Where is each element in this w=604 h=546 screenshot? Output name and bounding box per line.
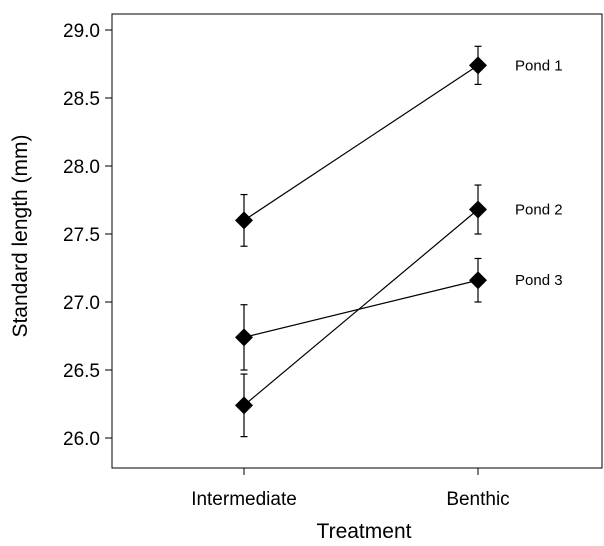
y-tick-label: 28.0 [63, 157, 100, 178]
series-line [243, 209, 479, 406]
diamond-marker [469, 200, 487, 219]
x-tick-label: Intermediate [191, 489, 297, 510]
y-tick-label: 26.5 [63, 361, 100, 382]
x-tick-label: Benthic [446, 489, 509, 510]
diamond-marker [235, 328, 253, 347]
y-tick-label: 26.0 [63, 429, 100, 450]
series-labels: Pond 1 Pond 2 Pond 3 [515, 57, 563, 289]
y-tick-label: 27.0 [63, 293, 100, 314]
diamond-marker [235, 211, 253, 230]
diamond-marker [235, 396, 253, 415]
x-axis-ticks: Intermediate Benthic [191, 468, 510, 510]
series-line [243, 64, 479, 221]
data-markers [235, 56, 487, 415]
series-line [243, 279, 479, 338]
diamond-marker [469, 271, 487, 290]
series-label: Pond 3 [515, 272, 563, 289]
x-axis-title: Treatment [317, 520, 412, 543]
y-tick-label: 28.5 [63, 89, 100, 110]
series-label: Pond 1 [515, 57, 563, 74]
diamond-marker [469, 56, 487, 75]
y-tick-label: 27.5 [63, 225, 100, 246]
y-axis-title: Standard length (mm) [9, 134, 32, 337]
series-label: Pond 2 [515, 202, 563, 219]
y-axis-ticks: 26.0 26.5 27.0 27.5 28.0 28.5 29.0 [63, 21, 112, 450]
series-lines [243, 64, 479, 406]
plot-frame [111, 13, 603, 469]
y-tick-label: 29.0 [63, 21, 100, 42]
